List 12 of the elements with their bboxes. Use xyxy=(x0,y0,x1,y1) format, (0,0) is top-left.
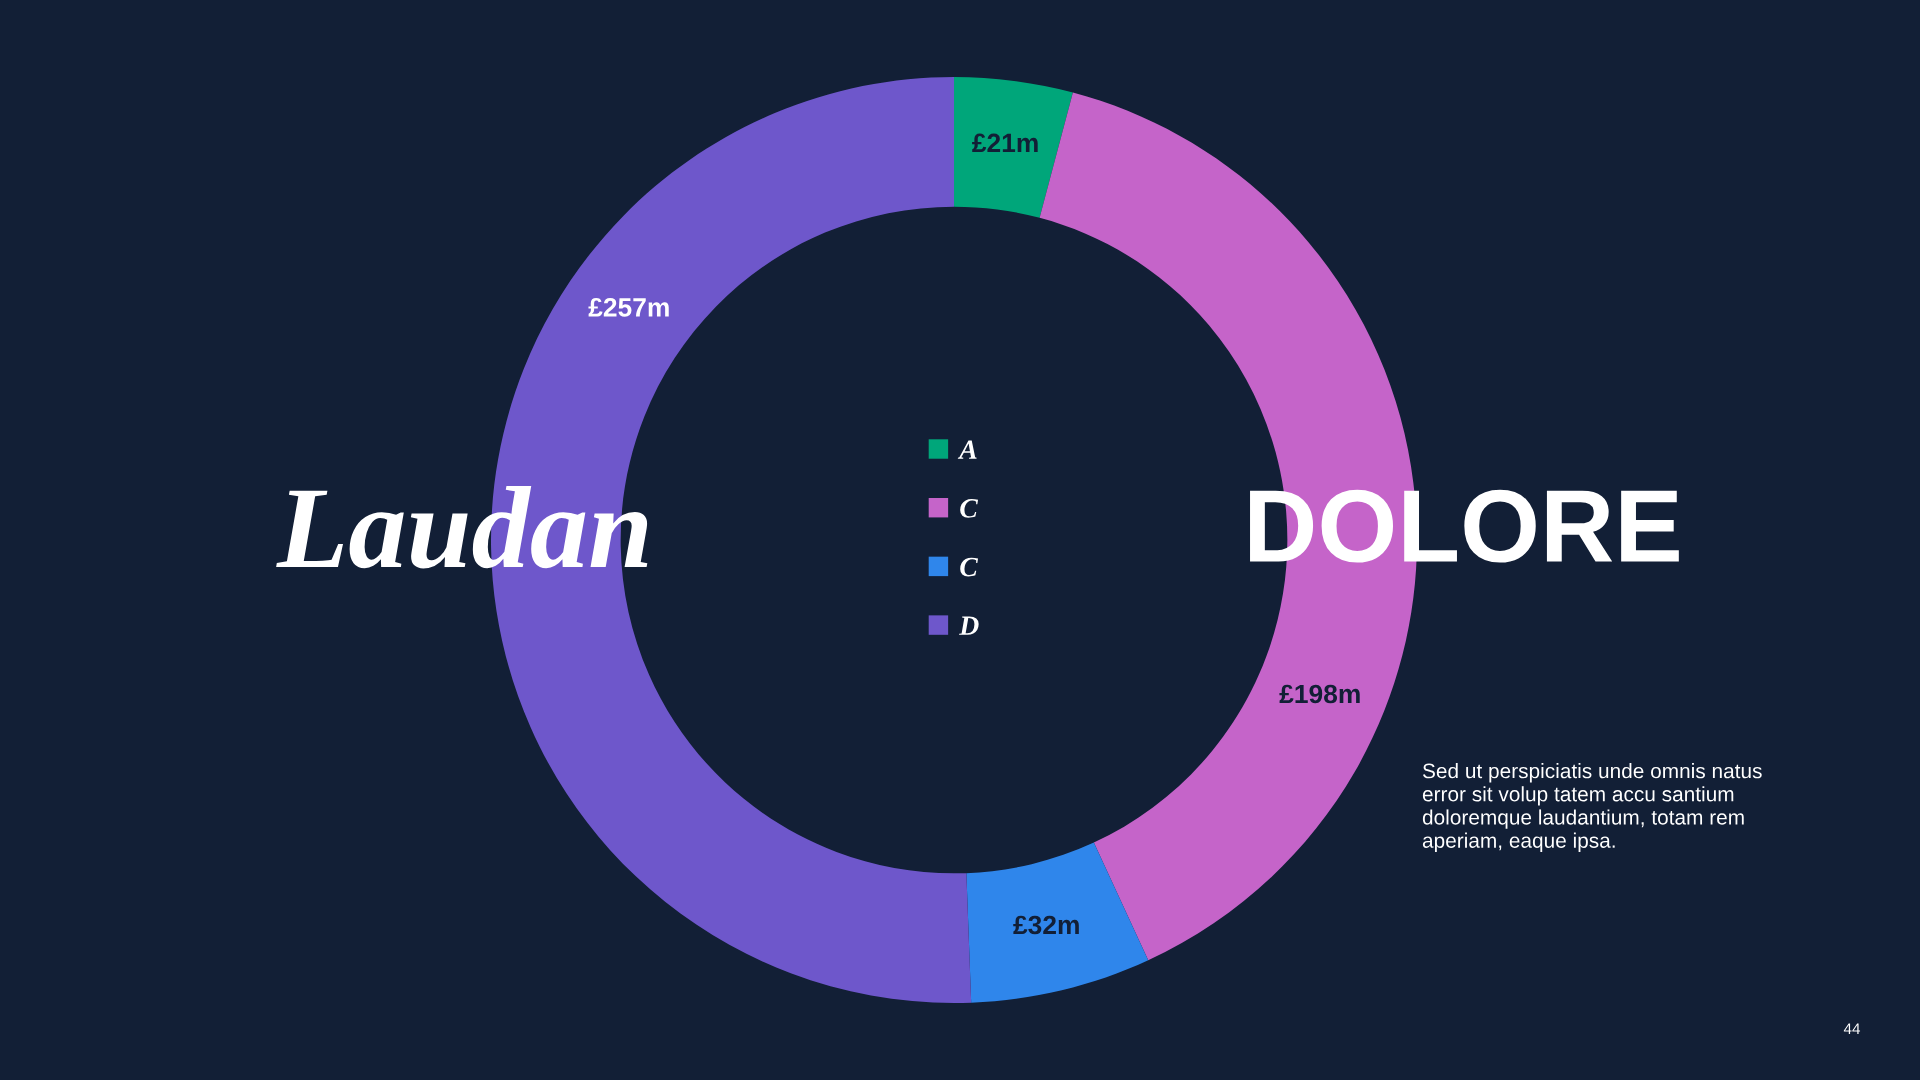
text: Sed ut perspiciatis unde omnis natus error sit volup tatem accu santium doloremque laudantium, totam rem aperiam, eaque ipsa. xyxy=(1422,763,1762,853)
data-label: £32m xyxy=(1013,915,1079,935)
legend-label: C xyxy=(960,499,979,518)
data-label: £21m xyxy=(972,133,1038,152)
text: 44 xyxy=(1843,1023,1861,1034)
legend-label: C xyxy=(960,557,979,577)
legend-label: D xyxy=(959,616,979,635)
legend-label: A xyxy=(957,440,977,459)
donut-slice xyxy=(954,77,1073,218)
data-label: £198m xyxy=(1279,684,1360,704)
donut-slice xyxy=(966,842,1149,1003)
data-label: £257m xyxy=(588,297,669,317)
